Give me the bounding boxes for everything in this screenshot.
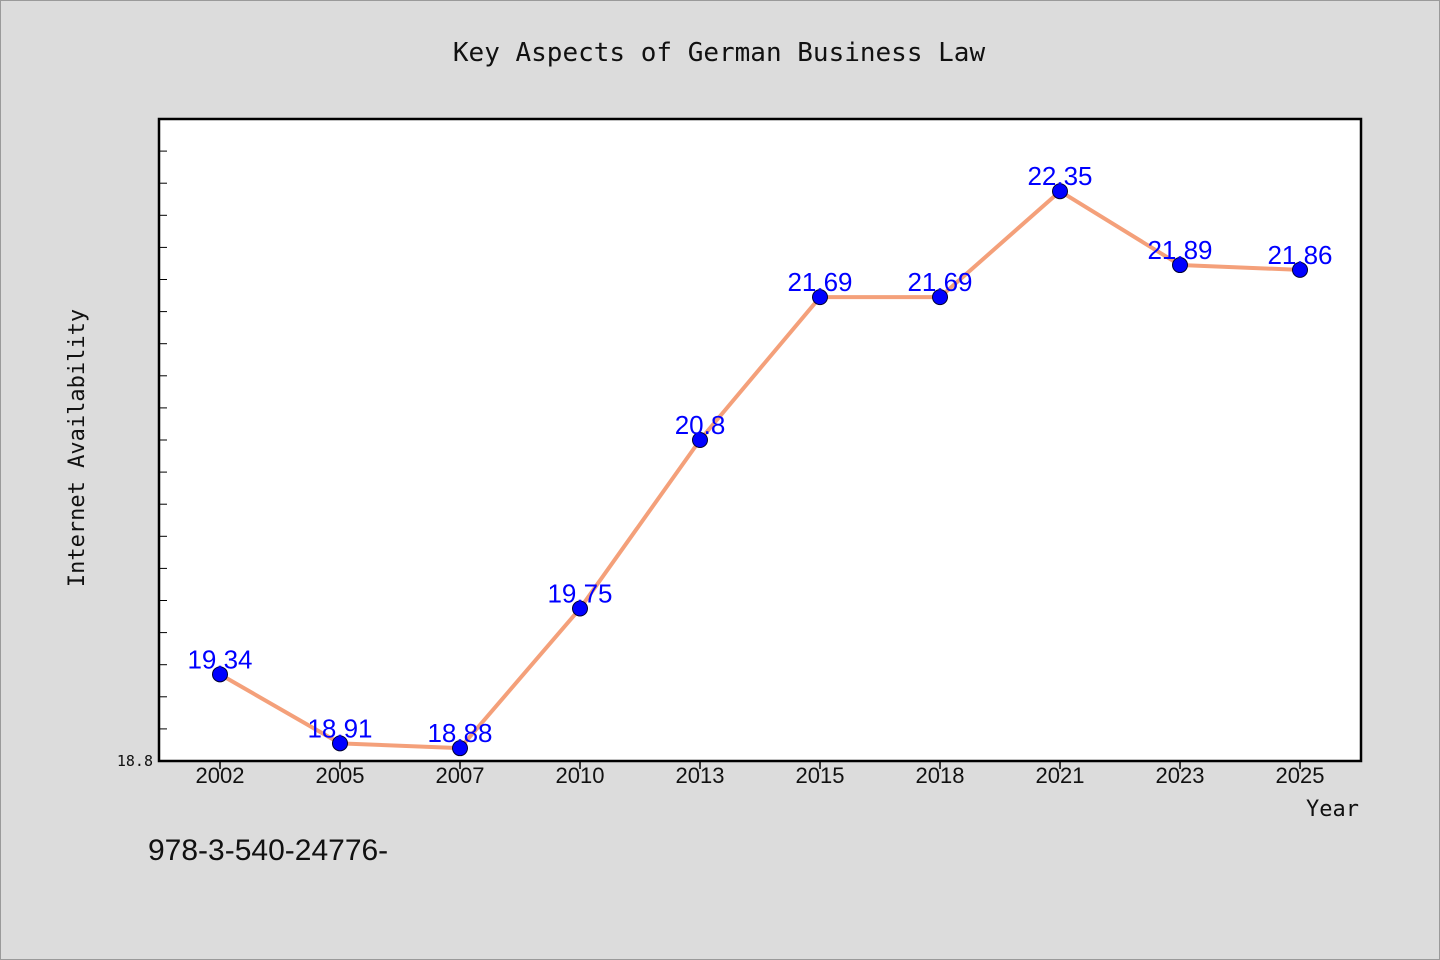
x-tick-label: 2005	[316, 763, 365, 788]
x-tick-label: 2021	[1036, 763, 1085, 788]
data-label: 19.75	[547, 579, 612, 609]
x-tick-label: 2013	[676, 763, 725, 788]
data-label: 21.86	[1267, 240, 1332, 270]
x-tick-label: 2025	[1276, 763, 1325, 788]
series-line-group	[218, 189, 1302, 751]
data-point	[1052, 183, 1068, 200]
data-label: 21.69	[787, 267, 852, 297]
data-point	[692, 432, 708, 448]
x-tick-label: 2018	[916, 763, 965, 788]
data-label: 21.69	[907, 267, 972, 297]
y-axis-label: Internet Availability	[65, 309, 90, 587]
data-label: 21.89	[1147, 235, 1212, 265]
data-point	[572, 600, 588, 617]
x-tick-label: 2002	[196, 763, 245, 788]
data-point	[332, 735, 348, 752]
data-point	[452, 740, 468, 757]
series-line	[218, 189, 1302, 751]
data-point	[1172, 257, 1188, 274]
y-tick-label: 18.8	[117, 752, 153, 770]
y-axis-ticks: 18.8	[117, 118, 167, 770]
footnote-isbn: 978-3-540-24776-	[148, 834, 389, 867]
x-tick-label: 2023	[1156, 763, 1205, 788]
data-label: 19.34	[187, 644, 252, 674]
x-tick-label: 2007	[436, 763, 485, 788]
data-label: 22.35	[1027, 161, 1092, 191]
data-labels: 19.34 18.91 18.88 19.75 20.8 21.69 21.69 22.35 2…	[187, 161, 1332, 748]
data-point	[1292, 261, 1308, 278]
data-label: 20.8	[675, 410, 726, 440]
plot-area	[157, 117, 1363, 763]
x-tick-label: 2010	[556, 763, 605, 788]
x-axis-label: Year	[1306, 797, 1359, 822]
x-tick-label: 2015	[796, 763, 845, 788]
data-point	[812, 289, 828, 306]
x-axis-ticks: 2002 2005 2007 2010 2013 2015 2018 2021 2023 2025	[196, 761, 1325, 788]
data-point	[212, 666, 228, 683]
data-markers	[212, 183, 1308, 757]
data-point	[932, 289, 948, 306]
data-label: 18.91	[307, 713, 372, 743]
data-label: 18.88	[427, 718, 492, 748]
chart-title: Key Aspects of German Business Law	[453, 38, 986, 68]
